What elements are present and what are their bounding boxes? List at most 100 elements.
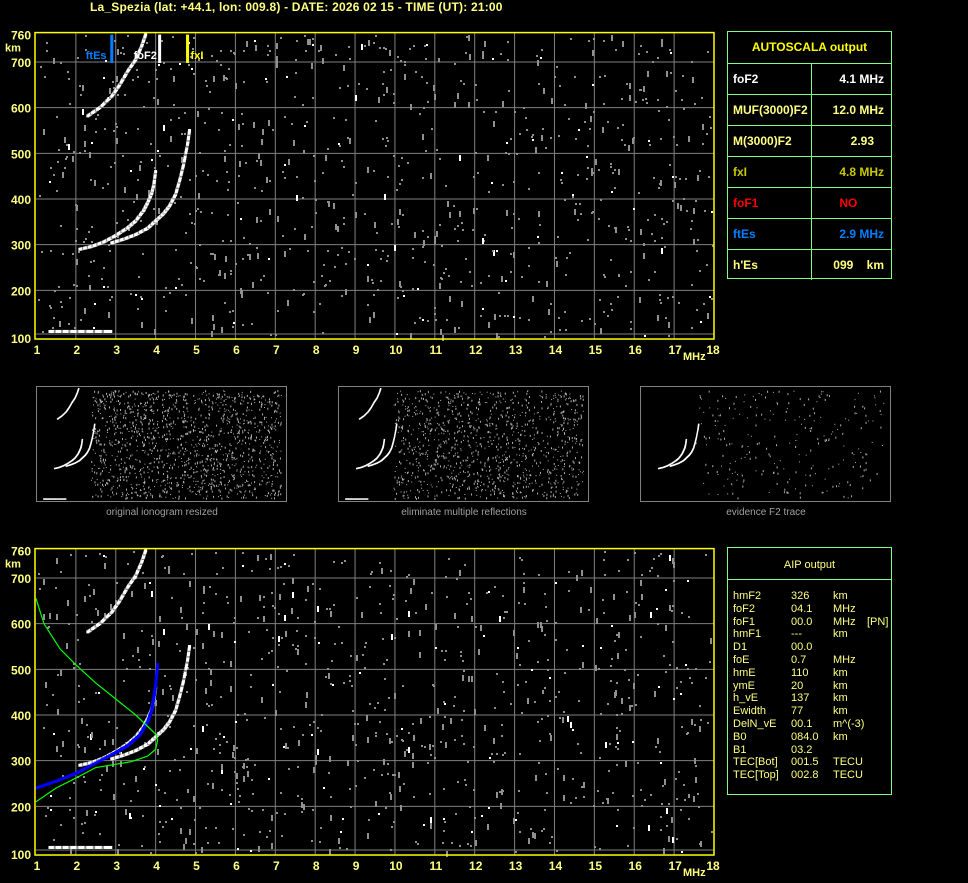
noise-echo [120,473,122,475]
noise-echo [204,444,206,447]
noise-echo [278,439,280,441]
noise-echo [219,491,221,493]
noise-echo [94,481,96,484]
noise-echo [247,484,249,486]
noise-echo [451,842,453,844]
noise-echo [154,167,156,169]
noise-echo [235,263,237,265]
noise-echo [250,686,252,688]
noise-echo [568,497,570,500]
noise-echo [468,487,470,490]
thumbnail-trace-point [93,424,96,426]
x-trace-point [181,682,185,686]
noise-echo [236,493,238,495]
noise-echo [345,289,347,295]
noise-echo [702,124,704,130]
noise-echo [338,626,340,628]
noise-echo [241,396,243,399]
noise-echo [277,216,279,222]
aip-trace-point [74,771,78,775]
noise-echo [268,425,270,427]
noise-echo [488,807,490,809]
noise-echo [126,467,128,470]
noise-echo [499,315,501,317]
noise-echo [114,458,116,461]
noise-echo [187,459,189,461]
noise-echo [161,460,163,463]
noise-echo [516,653,518,659]
noise-echo [174,405,176,408]
noise-echo [152,427,154,429]
noise-echo [175,399,177,402]
noise-echo [528,409,530,412]
noise-echo [182,474,184,477]
noise-echo [233,52,235,54]
noise-echo [693,796,695,802]
noise-echo [302,734,304,736]
noise-echo [408,732,410,734]
noise-echo [594,323,596,325]
noise-echo [110,394,112,397]
noise-echo [669,555,671,561]
noise-echo [309,39,311,45]
noise-echo [204,483,206,484]
noise-echo [240,474,242,476]
noise-echo [519,482,521,484]
noise-echo [700,321,702,323]
noise-echo [97,430,99,432]
noise-echo [153,447,155,449]
noise-echo [259,401,261,404]
noise-echo [113,494,115,496]
noise-echo [438,58,440,60]
noise-echo [448,468,450,470]
noise-echo [176,481,178,483]
noise-echo [544,809,546,811]
noise-echo [143,482,145,485]
noise-echo [528,319,530,321]
noise-echo [191,68,193,70]
noise-echo [181,486,183,488]
noise-echo [143,443,145,446]
noise-echo [148,491,150,493]
noise-echo [338,143,340,145]
noise-echo [248,437,250,440]
noise-echo [256,247,258,249]
noise-echo [94,390,96,393]
noise-echo [239,490,241,492]
noise-echo [488,477,490,480]
noise-echo [491,753,493,755]
noise-echo [454,327,456,333]
noise-echo [469,427,471,429]
noise-echo [561,424,563,427]
noise-echo [93,404,95,406]
aip-trace-point [104,756,108,760]
noise-echo [532,832,534,838]
noise-echo [384,194,386,200]
noise-echo [217,461,219,463]
noise-echo [168,390,170,393]
noise-echo [442,421,444,424]
noise-echo [455,440,457,442]
noise-echo [211,490,213,492]
aip-trace-point [98,759,102,763]
noise-echo [330,683,332,685]
noise-echo [60,755,62,757]
noise-echo [94,303,96,305]
noise-echo [109,442,111,445]
noise-echo [59,321,61,327]
noise-echo [581,570,583,576]
noise-echo [537,441,539,443]
thumbnail-trace-point [93,427,95,430]
thumbnail-trace-point [81,440,83,443]
thumbnail-trace-point [50,498,53,500]
noise-echo [367,264,369,266]
noise-echo [142,441,144,444]
noise-echo [529,474,531,476]
noise-echo [311,734,313,736]
noise-echo [434,459,436,462]
noise-echo [221,764,223,770]
noise-echo [232,414,234,416]
noise-echo [99,553,101,555]
noise-echo [546,435,548,437]
noise-echo [197,398,199,400]
